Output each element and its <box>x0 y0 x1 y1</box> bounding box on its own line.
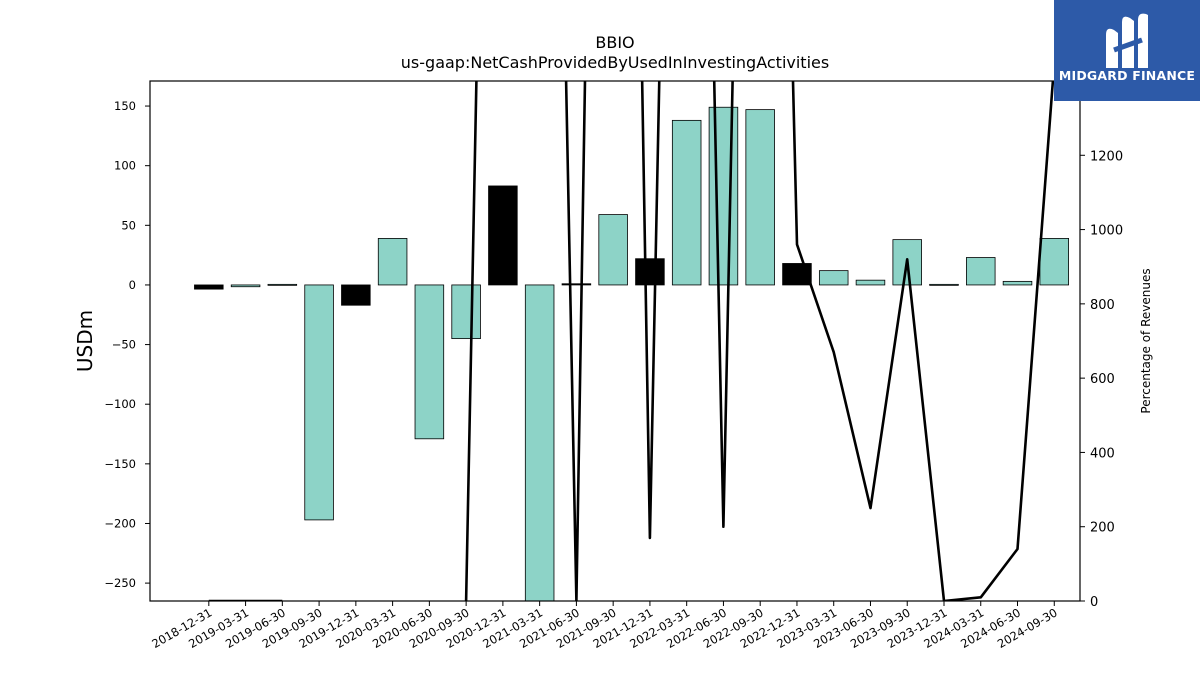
bar-2021-03-31 <box>524 284 555 601</box>
y-tick-label: 100 <box>114 159 136 173</box>
plot-frame <box>149 80 1081 602</box>
bar-2023-12-31 <box>929 283 959 286</box>
y-tick-label: −50 <box>112 338 136 352</box>
bar-2020-12-31 <box>488 185 518 286</box>
line-segment-2 <box>464 81 1055 601</box>
y2-tick-label: 800 <box>1090 298 1115 313</box>
y2-tick-label: 0 <box>1090 595 1098 610</box>
y-tick-label: −250 <box>104 576 136 590</box>
bar-2018-12-31 <box>194 284 224 290</box>
bar-2019-06-30 <box>267 283 298 286</box>
bar-2022-03-31 <box>671 119 702 286</box>
y2-axis-label: Percentage of Revenues <box>1139 268 1153 413</box>
bar-2023-06-30 <box>855 279 886 286</box>
bar-2020-03-31 <box>377 238 408 286</box>
y-axis-left: −250 −200 −150 −100 −50 0 50 100 150 <box>104 99 150 590</box>
bar-2021-12-31 <box>635 258 665 286</box>
bar-2019-12-31 <box>341 284 371 306</box>
chart-subtitle: us-gaap:NetCashProvidedByUsedInInvesting… <box>401 53 829 72</box>
bar-2024-03-31 <box>966 257 996 286</box>
bar-2019-03-31 <box>230 284 261 288</box>
line-series <box>208 81 1055 601</box>
bar-2019-09-30 <box>304 284 334 521</box>
bar-2021-06-30 <box>561 283 592 286</box>
y-tick-label: 150 <box>114 99 136 113</box>
y2-tick-label: 200 <box>1090 521 1115 536</box>
y-axis-label: USDm <box>73 310 97 372</box>
y-tick-label: −200 <box>104 516 136 530</box>
y-axis-right: 0 200 400 600 800 1000 1200 <box>1080 149 1123 610</box>
bar-2020-09-30 <box>451 284 481 340</box>
y2-tick-label: 400 <box>1090 446 1115 461</box>
bar-2022-09-30 <box>745 109 775 286</box>
brand-logo: MIDGARD FINANCE <box>1054 0 1200 101</box>
bar-2024-06-30 <box>1002 280 1033 286</box>
y-tick-label: −100 <box>104 397 136 411</box>
chart-title: BBIO <box>595 33 634 52</box>
bar-2023-03-31 <box>818 270 849 286</box>
y2-tick-label: 1000 <box>1090 224 1123 239</box>
x-axis: 2018-12-312019-03-312019-06-302019-09-30… <box>149 601 1060 651</box>
bar-series <box>194 106 1070 601</box>
brand-name: MIDGARD FINANCE <box>1058 68 1196 83</box>
bar-2021-09-30 <box>598 214 628 286</box>
y-tick-label: 0 <box>129 278 136 292</box>
midgard-m-logo-icon <box>1054 0 1200 101</box>
bar-2022-06-30 <box>708 106 739 286</box>
bar-2024-09-30 <box>1039 238 1070 286</box>
y-tick-label: 50 <box>121 218 136 232</box>
y2-tick-label: 1200 <box>1090 149 1123 164</box>
bar-2020-06-30 <box>414 284 445 440</box>
y-tick-label: −150 <box>104 457 136 471</box>
y2-tick-label: 600 <box>1090 372 1115 387</box>
